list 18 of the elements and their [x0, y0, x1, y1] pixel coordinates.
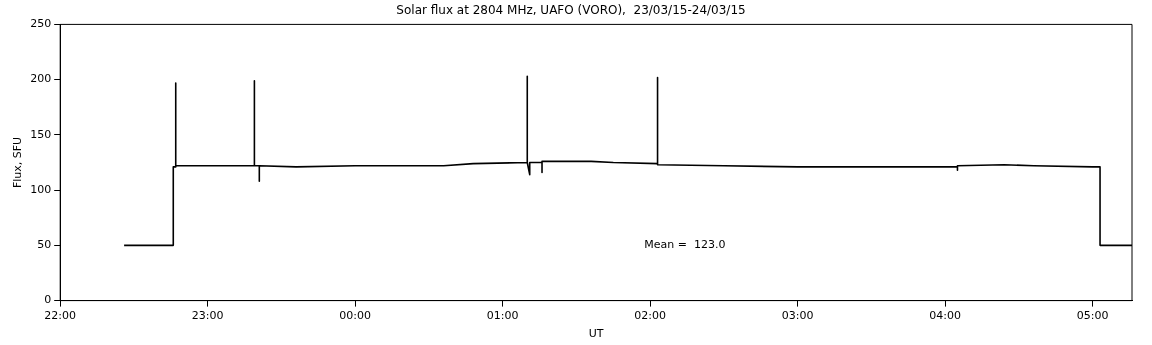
y-tick-label: 0: [44, 293, 52, 307]
x-tick-label: 23:00: [191, 309, 224, 323]
y-tick-label: 200: [30, 72, 52, 86]
x-tick-label: 00:00: [339, 309, 372, 323]
x-tick-label: 22:00: [44, 309, 77, 323]
x-tick-label: 05:00: [1076, 309, 1109, 323]
y-tick-label: 100: [30, 182, 52, 196]
x-tick-label: 01:00: [486, 309, 519, 323]
x-tick-label: 03:00: [781, 309, 814, 323]
x-tick-label: 04:00: [929, 309, 962, 323]
x-tick-label: 02:00: [634, 309, 667, 323]
chart-title: Solar flux at 2804 MHz, UAFO (VORO), 23/03/15-24/03/15: [396, 3, 746, 18]
y-tick-label: 250: [30, 17, 52, 31]
y-tick-label: 50: [37, 238, 52, 252]
x-axis-title: UT: [588, 327, 604, 341]
y-tick-label: 150: [30, 127, 52, 141]
annotation: Mean = 123.0: [644, 238, 726, 252]
y-axis-title: Flux, SFU: [11, 136, 25, 189]
